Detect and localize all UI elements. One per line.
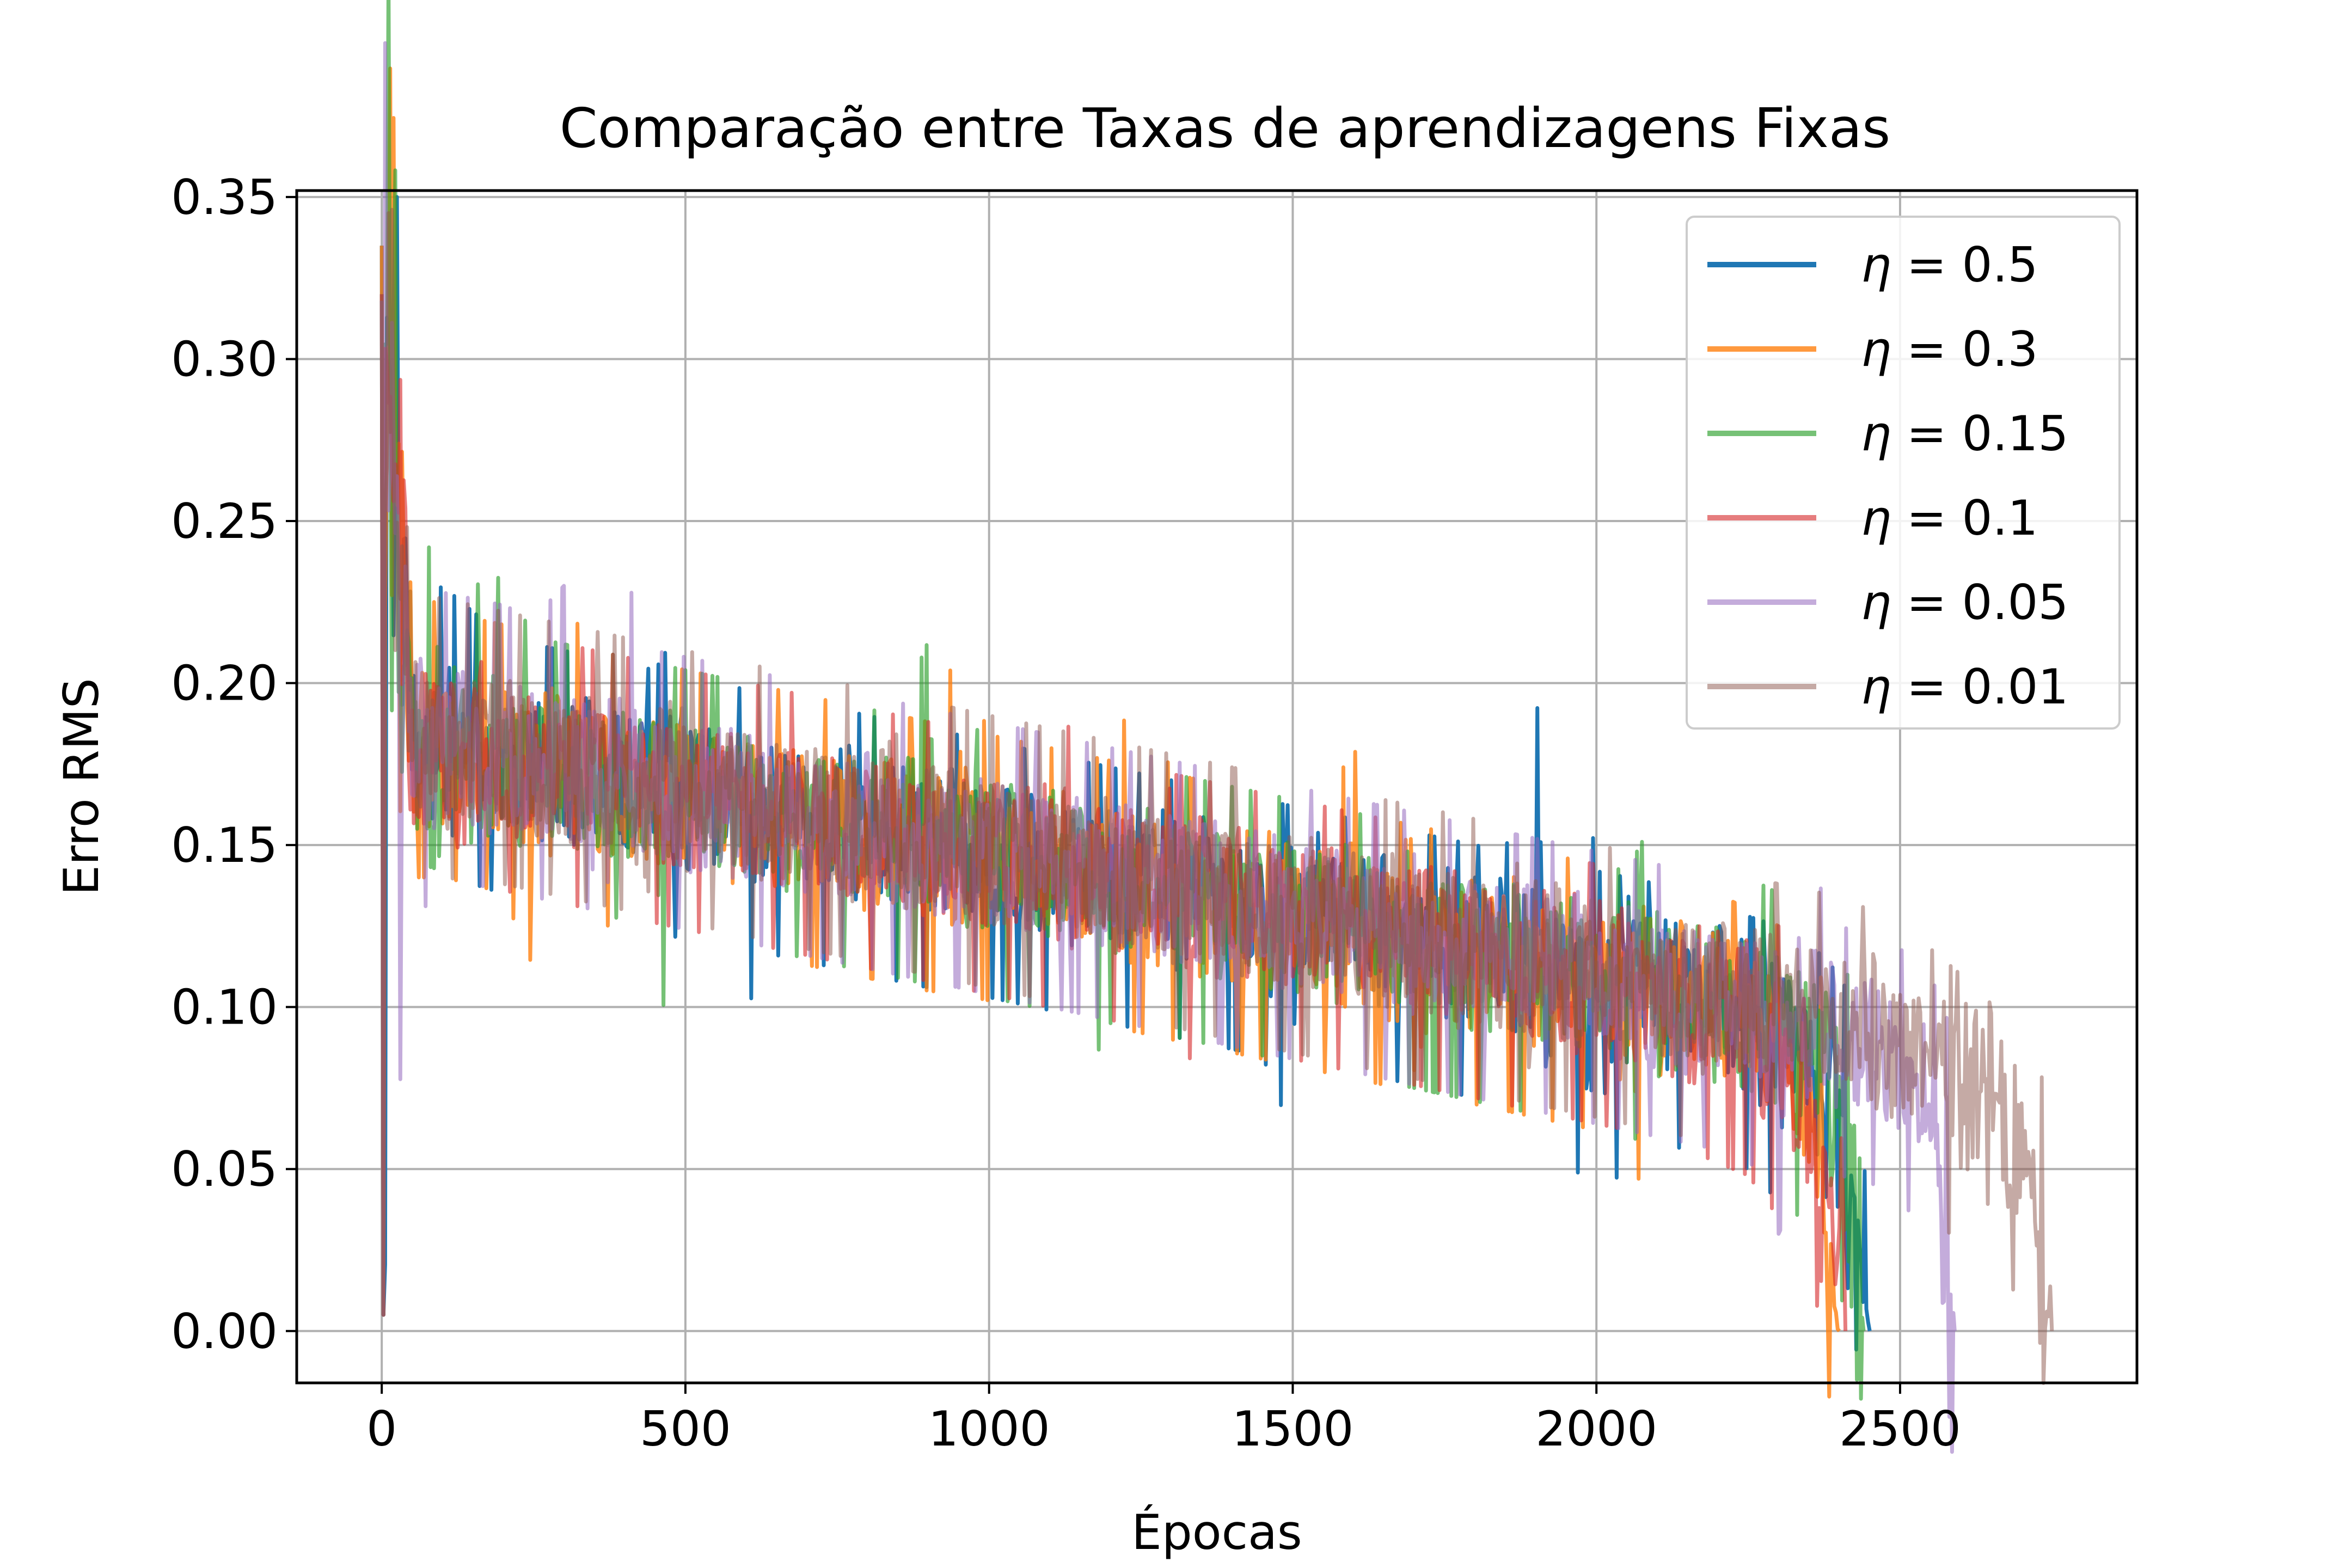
legend-eta-symbol: η xyxy=(1861,406,1891,462)
y-tick-label: 0.30 xyxy=(171,331,278,387)
legend-eta-symbol: η xyxy=(1861,659,1891,715)
y-tick-label: 0.10 xyxy=(171,979,278,1036)
legend-value: = 0.01 xyxy=(1891,659,2069,715)
y-axis-label: Erro RMS xyxy=(53,678,109,895)
legend-eta-symbol: η xyxy=(1861,574,1891,630)
legend-label: η = 0.15 xyxy=(1861,406,2068,462)
legend-value: = 0.3 xyxy=(1891,321,2038,377)
x-tick-label: 1000 xyxy=(928,1401,1050,1457)
plot-frame xyxy=(295,189,2139,1385)
legend-label: η = 0.5 xyxy=(1861,237,2038,293)
legend-value: = 0.15 xyxy=(1891,406,2069,462)
y-axis: 0.00 0.05 0.10 0.15 0.20 0.25 0.30 0.35 xyxy=(171,169,297,1359)
y-tick-label: 0.25 xyxy=(171,493,278,549)
legend-value: = 0.5 xyxy=(1891,237,2038,293)
legend-label: η = 0.1 xyxy=(1861,490,2038,546)
x-axis: 0 500 1000 1500 2000 2500 xyxy=(366,1383,1961,1457)
legend-eta-symbol: η xyxy=(1861,321,1891,377)
x-tick-label: 500 xyxy=(640,1401,731,1457)
x-tick-label: 1500 xyxy=(1232,1401,1353,1457)
y-tick-label: 0.35 xyxy=(171,169,278,225)
x-tick-label: 0 xyxy=(366,1401,397,1457)
legend-value: = 0.1 xyxy=(1891,490,2038,546)
legend-label: η = 0.3 xyxy=(1861,321,2038,377)
legend-box xyxy=(1686,216,2121,730)
series-line xyxy=(379,207,2054,1385)
legend: η = 0.5η = 0.3η = 0.15η = 0.1η = 0.05η =… xyxy=(1686,216,2121,730)
legend-eta-symbol: η xyxy=(1861,237,1891,293)
y-tick-label: 0.00 xyxy=(171,1303,278,1359)
legend-eta-symbol: η xyxy=(1861,490,1891,546)
y-tick-label: 0.20 xyxy=(171,656,278,712)
y-tick-label: 0.15 xyxy=(171,817,278,873)
y-tick-label: 0.05 xyxy=(171,1141,278,1197)
legend-value: = 0.05 xyxy=(1891,574,2069,630)
chart-title: Comparação entre Taxas de aprendizagens … xyxy=(560,96,1891,160)
series-lines xyxy=(379,0,2054,1454)
legend-label: η = 0.01 xyxy=(1861,659,2068,715)
x-tick-label: 2000 xyxy=(1535,1401,1657,1457)
x-axis-label: Épocas xyxy=(1131,1504,1302,1560)
legend-label: η = 0.05 xyxy=(1861,574,2068,630)
x-tick-label: 2500 xyxy=(1839,1401,1961,1457)
